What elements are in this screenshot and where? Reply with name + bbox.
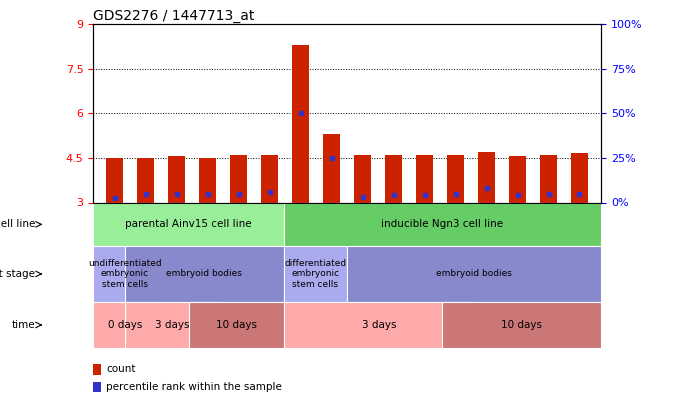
- Bar: [125, 246, 284, 302]
- Text: undifferentiated
embryonic
stem cells: undifferentiated embryonic stem cells: [88, 259, 162, 289]
- Text: GDS2276 / 1447713_at: GDS2276 / 1447713_at: [93, 9, 255, 23]
- Bar: [189, 302, 284, 348]
- Bar: [416, 155, 433, 202]
- Bar: [125, 302, 220, 348]
- Bar: [93, 382, 102, 392]
- Bar: [106, 158, 124, 202]
- Bar: [323, 134, 340, 202]
- Bar: [478, 152, 495, 202]
- Bar: [93, 364, 102, 375]
- Bar: [284, 302, 474, 348]
- Text: differentiated
embryonic
stem cells: differentiated embryonic stem cells: [285, 259, 347, 289]
- Bar: [230, 155, 247, 202]
- Bar: [292, 45, 310, 202]
- Bar: [540, 155, 557, 202]
- Text: inducible Ngn3 cell line: inducible Ngn3 cell line: [381, 220, 504, 229]
- Text: embryoid bodies: embryoid bodies: [167, 269, 243, 279]
- Bar: [93, 246, 157, 302]
- Bar: [509, 156, 526, 202]
- Text: 0 days: 0 days: [108, 320, 142, 330]
- Bar: [571, 153, 588, 202]
- Text: time: time: [11, 320, 35, 330]
- Bar: [138, 158, 155, 202]
- Text: 3 days: 3 days: [155, 320, 190, 330]
- Text: 10 days: 10 days: [501, 320, 542, 330]
- Text: count: count: [106, 364, 136, 375]
- Bar: [284, 202, 601, 246]
- Text: percentile rank within the sample: percentile rank within the sample: [106, 382, 283, 392]
- Text: 10 days: 10 days: [216, 320, 256, 330]
- Text: 3 days: 3 days: [361, 320, 396, 330]
- Bar: [385, 155, 402, 202]
- Bar: [354, 155, 371, 202]
- Text: embryoid bodies: embryoid bodies: [436, 269, 512, 279]
- Bar: [261, 155, 278, 202]
- Bar: [347, 246, 601, 302]
- Bar: [447, 155, 464, 202]
- Text: cell line: cell line: [0, 220, 35, 229]
- Bar: [199, 158, 216, 202]
- Bar: [93, 202, 284, 246]
- Bar: [93, 302, 157, 348]
- Bar: [442, 302, 601, 348]
- Bar: [169, 156, 185, 202]
- Text: parental Ainv15 cell line: parental Ainv15 cell line: [125, 220, 252, 229]
- Bar: [284, 246, 347, 302]
- Text: development stage: development stage: [0, 269, 35, 279]
